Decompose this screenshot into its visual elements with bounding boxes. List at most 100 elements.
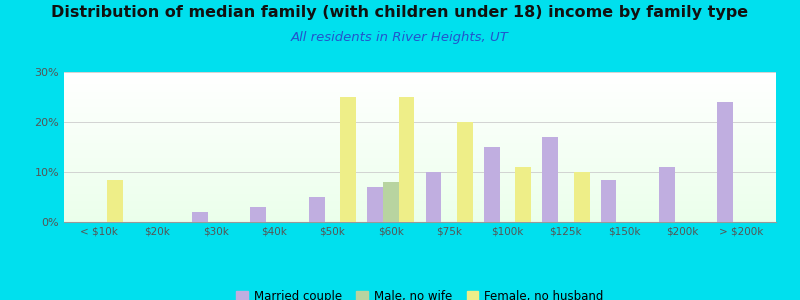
Bar xyxy=(64,186,776,188)
Bar xyxy=(383,182,398,222)
Bar xyxy=(64,189,776,190)
Bar xyxy=(64,123,776,124)
Bar xyxy=(64,136,776,138)
Bar xyxy=(64,219,776,220)
Bar xyxy=(718,102,733,222)
Bar xyxy=(64,110,776,111)
Bar xyxy=(64,129,776,130)
Bar xyxy=(64,165,776,166)
Bar xyxy=(659,167,674,222)
Bar xyxy=(64,100,776,102)
Bar xyxy=(64,212,776,213)
Legend: Married couple, Male, no wife, Female, no husband: Married couple, Male, no wife, Female, n… xyxy=(232,285,608,300)
Bar xyxy=(64,124,776,126)
Bar xyxy=(64,108,776,110)
Bar xyxy=(64,99,776,100)
Bar xyxy=(64,194,776,195)
Bar xyxy=(64,178,776,180)
Bar xyxy=(367,187,383,222)
Bar xyxy=(64,118,776,120)
Bar xyxy=(64,102,776,104)
Bar xyxy=(64,103,776,105)
Bar xyxy=(64,130,776,132)
Bar xyxy=(484,147,500,222)
Bar xyxy=(64,112,776,114)
Bar xyxy=(64,93,776,94)
Bar xyxy=(64,150,776,152)
Bar xyxy=(64,85,776,87)
Bar xyxy=(64,126,776,128)
Bar xyxy=(64,111,776,112)
Bar xyxy=(64,216,776,218)
Bar xyxy=(64,98,776,99)
Bar xyxy=(64,94,776,96)
Bar xyxy=(64,152,776,153)
Bar xyxy=(64,82,776,84)
Bar xyxy=(64,206,776,207)
Bar xyxy=(64,184,776,186)
Bar xyxy=(64,140,776,141)
Bar xyxy=(64,201,776,202)
Bar xyxy=(64,74,776,75)
Bar xyxy=(64,87,776,88)
Bar xyxy=(64,90,776,92)
Bar xyxy=(601,179,616,222)
Bar xyxy=(192,212,208,222)
Bar xyxy=(64,153,776,154)
Bar xyxy=(64,190,776,192)
Bar xyxy=(64,72,776,74)
Bar xyxy=(64,218,776,219)
Bar xyxy=(64,204,776,206)
Bar xyxy=(64,96,776,98)
Bar xyxy=(64,196,776,198)
Bar xyxy=(64,210,776,212)
Bar xyxy=(515,167,531,222)
Bar xyxy=(64,182,776,183)
Bar xyxy=(542,137,558,222)
Bar xyxy=(64,135,776,136)
Bar xyxy=(64,75,776,76)
Bar xyxy=(64,164,776,165)
Bar xyxy=(64,81,776,82)
Bar xyxy=(64,146,776,147)
Bar xyxy=(64,214,776,216)
Text: All residents in River Heights, UT: All residents in River Heights, UT xyxy=(291,32,509,44)
Bar xyxy=(64,144,776,146)
Bar xyxy=(64,174,776,176)
Bar xyxy=(340,97,356,222)
Bar xyxy=(64,132,776,134)
Bar xyxy=(64,188,776,189)
Bar xyxy=(64,147,776,148)
Bar xyxy=(64,141,776,142)
Bar xyxy=(64,148,776,150)
Bar xyxy=(64,76,776,78)
Bar xyxy=(457,122,473,222)
Bar xyxy=(64,88,776,90)
Bar xyxy=(64,167,776,168)
Bar xyxy=(64,106,776,108)
Bar xyxy=(64,208,776,210)
Bar xyxy=(574,172,590,222)
Bar xyxy=(64,162,776,164)
Bar xyxy=(64,128,776,129)
Bar xyxy=(64,220,776,222)
Bar xyxy=(64,160,776,162)
Bar xyxy=(64,172,776,174)
Bar xyxy=(64,183,776,184)
Bar xyxy=(64,168,776,170)
Bar xyxy=(64,177,776,178)
Bar xyxy=(64,156,776,158)
Bar xyxy=(64,198,776,200)
Bar xyxy=(64,80,776,81)
Bar xyxy=(64,154,776,156)
Text: Distribution of median family (with children under 18) income by family type: Distribution of median family (with chil… xyxy=(51,4,749,20)
Bar xyxy=(64,180,776,182)
Bar xyxy=(64,169,776,171)
Bar xyxy=(250,207,266,222)
Bar xyxy=(64,195,776,196)
Bar xyxy=(64,134,776,135)
Bar xyxy=(64,171,776,172)
Bar xyxy=(64,117,776,118)
Bar xyxy=(64,200,776,201)
Bar xyxy=(107,179,122,222)
